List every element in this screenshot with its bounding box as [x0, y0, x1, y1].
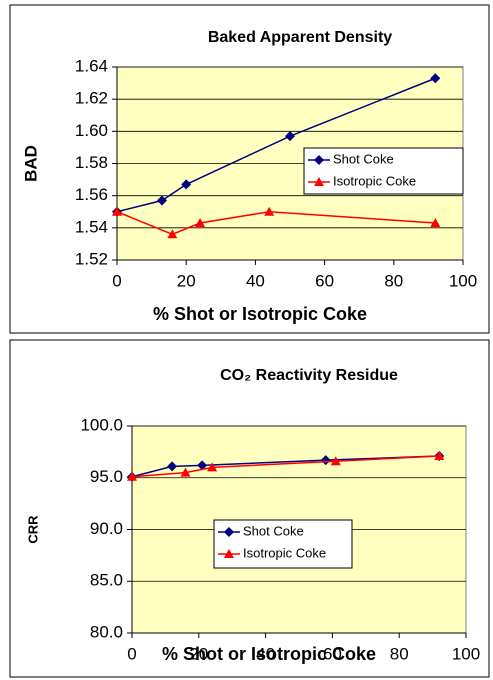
y-tick-label: 1.52: [75, 249, 108, 268]
marker: [264, 206, 275, 216]
marker: [197, 460, 208, 471]
x-tick-label: 60: [315, 271, 334, 290]
y-tick-label: 1.58: [75, 153, 108, 172]
marker: [224, 527, 234, 537]
marker: [181, 179, 192, 190]
legend-label: Shot Coke: [243, 523, 304, 538]
marker: [112, 206, 122, 216]
y-axis-label: BAD: [21, 145, 40, 182]
marker: [430, 218, 441, 228]
x-tick-label: 100: [449, 271, 477, 290]
marker: [224, 549, 234, 558]
chart-title: CO₂ Reactivity Residue: [220, 367, 398, 384]
y-tick-label: 90.0: [90, 519, 123, 538]
x-tick-label: 0: [127, 644, 136, 663]
marker: [314, 155, 324, 165]
legend-label: Isotropic Coke: [243, 545, 326, 560]
marker: [430, 73, 441, 84]
marker: [195, 218, 206, 228]
y-tick-label: 80.0: [90, 622, 123, 641]
y-tick-label: 1.62: [75, 89, 108, 108]
y-tick-label: 100.0: [80, 415, 123, 434]
x-tick-label: 60: [323, 644, 342, 663]
x-tick-label: 100: [452, 644, 480, 663]
y-tick-label: 1.54: [75, 217, 108, 236]
x-tick-label: 40: [256, 644, 275, 663]
x-tick-label: 80: [384, 271, 403, 290]
x-axis-label: % Shot or Isotropic Coke: [153, 304, 367, 324]
x-tick-label: 20: [177, 271, 196, 290]
y-tick-label: 85.0: [90, 571, 123, 590]
marker: [127, 471, 137, 481]
y-axis-label: CRR: [25, 515, 40, 544]
marker: [207, 462, 218, 472]
x-tick-label: 0: [112, 271, 121, 290]
legend-label: Shot Coke: [333, 151, 394, 166]
marker: [285, 131, 295, 142]
x-axis-label: % Shot or Isotropic Coke: [162, 644, 376, 664]
legend: [303, 147, 464, 195]
marker: [167, 461, 178, 472]
marker: [167, 229, 178, 239]
marker: [330, 456, 341, 466]
x-tick-label: 40: [246, 271, 265, 290]
legend-label: Isotropic Coke: [333, 173, 416, 188]
y-tick-label: 1.64: [75, 56, 108, 75]
y-tick-label: 95.0: [90, 467, 123, 486]
chart-title: Baked Apparent Density: [208, 29, 392, 46]
x-tick-label: 80: [390, 644, 409, 663]
marker: [434, 451, 445, 461]
marker: [320, 455, 331, 466]
marker: [156, 195, 167, 206]
y-tick-label: 1.56: [75, 185, 108, 204]
y-tick-label: 1.60: [75, 121, 108, 140]
legend: [213, 519, 353, 569]
marker: [314, 177, 324, 186]
marker: [180, 467, 191, 477]
x-tick-label: 20: [189, 644, 208, 663]
